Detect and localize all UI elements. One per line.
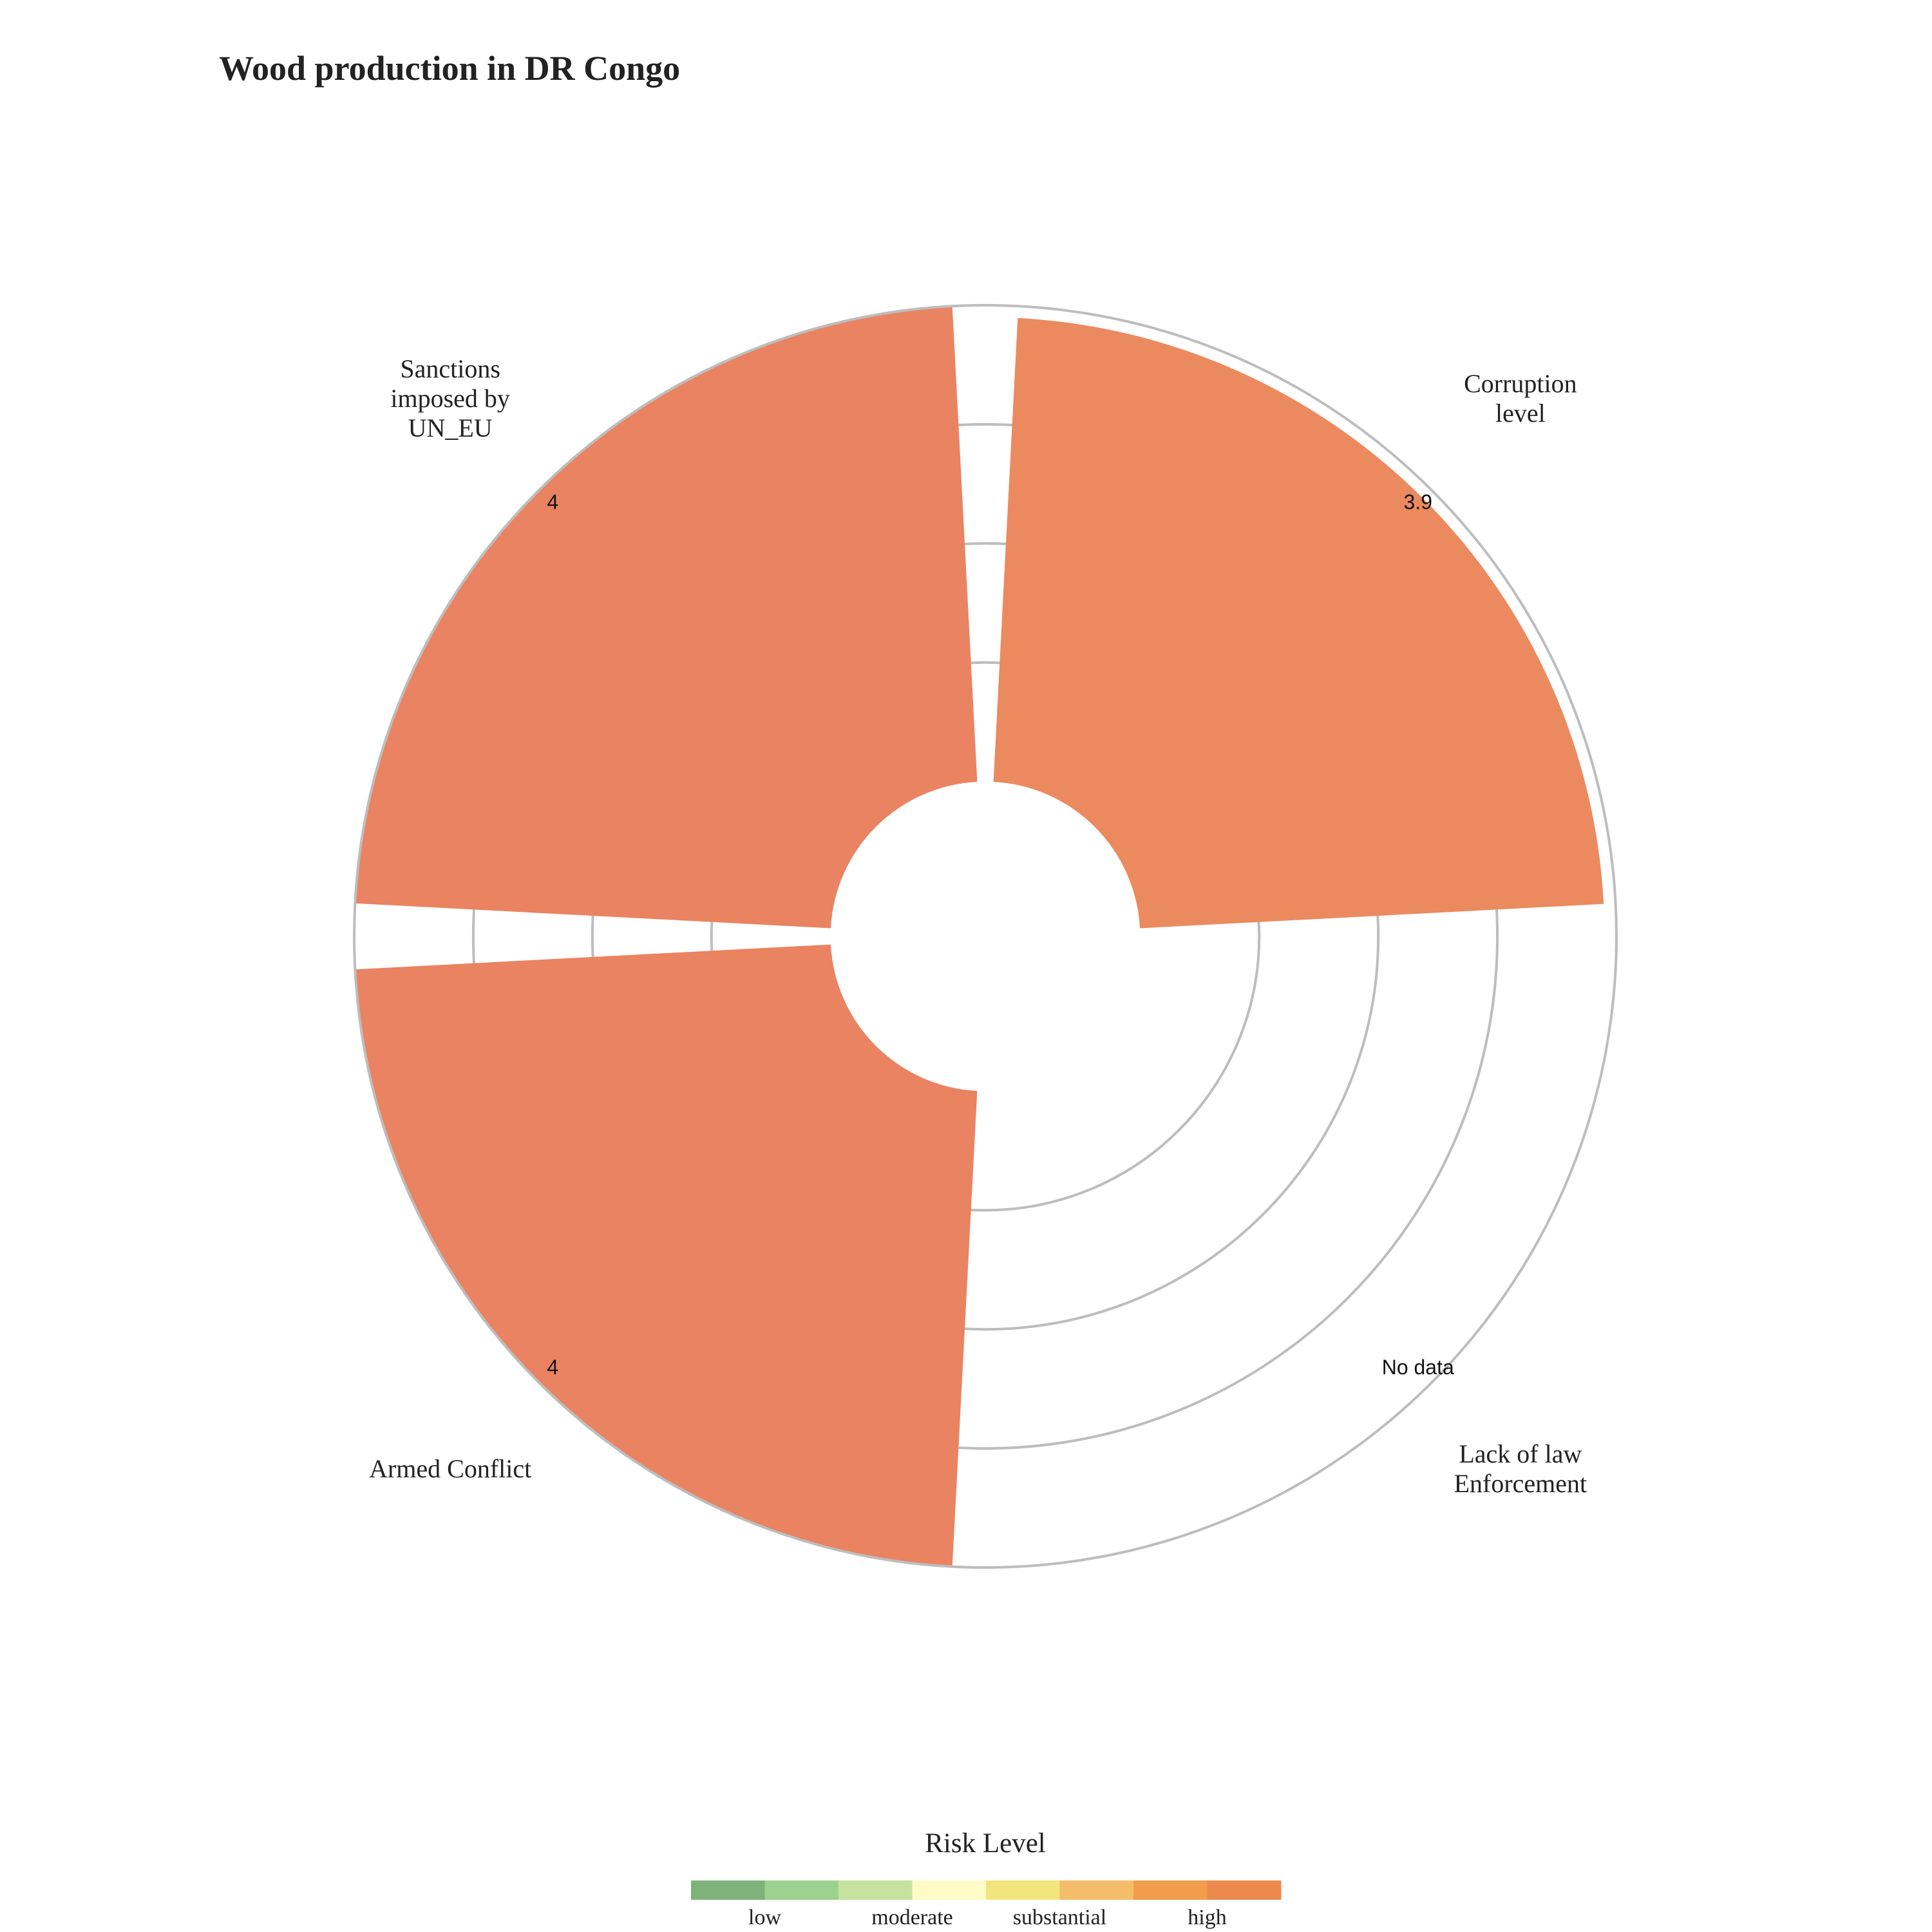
legend-swatch xyxy=(691,1880,765,1900)
bars xyxy=(355,306,1604,1567)
category-label: Lack of law Enforcement xyxy=(1454,1439,1587,1498)
bar-wedge xyxy=(993,317,1604,929)
category-labels: Corruption level Lack of law Enforcement Arm… xyxy=(369,354,1587,1498)
legend-swatch xyxy=(1133,1880,1208,1900)
value-label: No data xyxy=(1382,1356,1454,1379)
legend-swatch xyxy=(1059,1880,1134,1900)
value-label: 4 xyxy=(547,1356,558,1379)
legend-colorbar xyxy=(691,1880,1282,1900)
outer-ring xyxy=(353,304,1618,1569)
legend-label: low xyxy=(748,1906,781,1929)
bar-wedge xyxy=(355,306,978,929)
grid-circle xyxy=(710,661,1261,1212)
category-label: Corruption level xyxy=(1464,369,1577,428)
grid-circle xyxy=(591,542,1380,1331)
legend-swatch xyxy=(764,1880,839,1900)
chart-title: Wood production in DR Congo xyxy=(219,49,680,88)
legend-swatch xyxy=(986,1880,1060,1900)
legend-swatch xyxy=(912,1880,987,1900)
legend-labels: low moderate substantial high xyxy=(748,1906,1227,1929)
category-label: Armed Conflict xyxy=(369,1454,531,1483)
legend: Risk Level low moderate substantial high xyxy=(691,1828,1282,1929)
legend-label: substantial xyxy=(1013,1906,1106,1929)
legend-swatch xyxy=(1207,1880,1282,1900)
legend-title: Risk Level xyxy=(925,1828,1046,1859)
grid-circle xyxy=(471,422,1499,1450)
value-labels: 3.9 No data 4 4 xyxy=(547,491,1454,1379)
category-label: Sanctions imposed by UN_EU xyxy=(390,354,510,442)
bar-wedge xyxy=(355,944,978,1567)
legend-label: high xyxy=(1188,1906,1226,1929)
value-label: 4 xyxy=(547,491,558,514)
outer-circle xyxy=(353,304,1618,1569)
polar-grid xyxy=(471,422,1499,1450)
legend-label: moderate xyxy=(871,1906,953,1929)
legend-swatch xyxy=(838,1880,913,1900)
value-label: 3.9 xyxy=(1404,491,1432,514)
